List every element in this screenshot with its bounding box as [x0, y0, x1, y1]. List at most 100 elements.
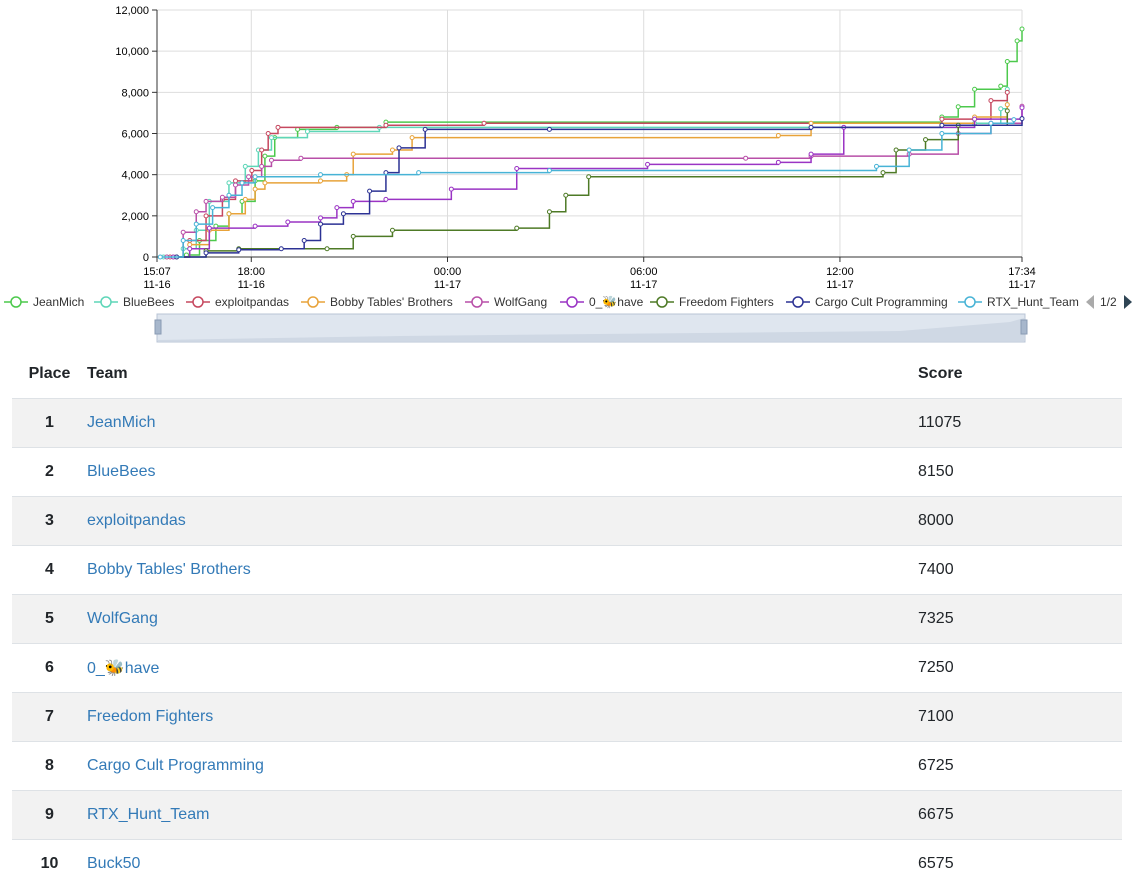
- data-point: [239, 180, 245, 186]
- place-cell: 10: [40, 855, 59, 873]
- x-tick-label-time: 06:00: [630, 266, 658, 278]
- data-point: [285, 219, 291, 225]
- legend-label: JeanMich: [33, 295, 84, 309]
- data-point: [334, 205, 340, 211]
- score-cell: 11075: [918, 414, 962, 431]
- legend-pager[interactable]: 1/2: [1086, 295, 1132, 309]
- data-point: [203, 250, 209, 256]
- legend-label: 0_🐝have: [589, 295, 644, 309]
- zoom-slider-left-handle[interactable]: [154, 319, 162, 335]
- team-cell: BlueBees: [87, 448, 918, 497]
- team-link[interactable]: Freedom Fighters: [87, 708, 214, 725]
- data-point: [396, 145, 402, 151]
- data-point: [350, 151, 356, 157]
- data-point: [1014, 38, 1020, 44]
- x-tick-label-date: 11-16: [143, 279, 170, 291]
- data-point: [389, 227, 395, 233]
- chart-grid: [156, 9, 1023, 258]
- x-tick-label-time: 00:00: [434, 266, 462, 278]
- table-row: 9 RTX_Hunt_Team 6675: [12, 790, 1122, 840]
- y-tick-label: 8,000: [121, 87, 149, 99]
- series-2: [167, 89, 1010, 260]
- data-point: [236, 247, 242, 253]
- table-row: 7 Freedom Fighters 7100: [12, 692, 1122, 742]
- place-cell: 4: [45, 561, 54, 578]
- legend-item[interactable]: JeanMich: [4, 295, 84, 309]
- data-point: [972, 116, 978, 122]
- legend-item[interactable]: Freedom Fighters: [650, 295, 774, 309]
- team-link[interactable]: BlueBees: [87, 463, 156, 480]
- team-cell: Buck50: [87, 840, 918, 889]
- data-point: [939, 116, 945, 122]
- legend-prev-arrow-icon[interactable]: [1086, 295, 1094, 309]
- data-point: [262, 153, 268, 159]
- team-column-header[interactable]: Team: [87, 350, 918, 399]
- data-point: [350, 198, 356, 204]
- data-point: [546, 126, 552, 132]
- team-link[interactable]: exploitpandas: [87, 512, 186, 529]
- place-column-header[interactable]: Place: [12, 350, 87, 399]
- team-link[interactable]: 0_🐝have: [87, 660, 160, 677]
- legend-item[interactable]: Bobby Tables' Brothers: [301, 295, 453, 309]
- team-cell: JeanMich: [87, 399, 918, 448]
- score-column-header[interactable]: Score: [918, 350, 1122, 399]
- team-link[interactable]: Bobby Tables' Brothers: [87, 561, 251, 578]
- team-link[interactable]: WolfGang: [87, 610, 158, 627]
- team-link[interactable]: Buck50: [87, 855, 141, 873]
- score-cell: 7400: [918, 561, 954, 578]
- data-point: [775, 133, 781, 139]
- data-point: [808, 151, 814, 157]
- data-point: [1004, 89, 1010, 95]
- score-cell: 7250: [918, 659, 954, 676]
- data-point: [1004, 102, 1010, 108]
- data-point: [246, 174, 252, 180]
- series-6: [174, 108, 1010, 260]
- data-point: [157, 254, 163, 260]
- place-cell: 8: [45, 757, 54, 774]
- data-point: [350, 233, 356, 239]
- x-tick-label-time: 15:07: [143, 266, 171, 278]
- chart-legend[interactable]: JeanMich BlueBees exploitpandas Bobby Table…: [4, 295, 1079, 309]
- table-row: 8 Cargo Cult Programming 6725: [12, 741, 1122, 791]
- data-point: [389, 147, 395, 153]
- zoom-slider-right-handle[interactable]: [1020, 319, 1028, 335]
- series-3: [170, 102, 1010, 260]
- score-cell: 6675: [918, 806, 954, 823]
- y-tick-label: 4,000: [121, 170, 149, 182]
- data-point: [367, 188, 373, 194]
- team-link[interactable]: Cargo Cult Programming: [87, 757, 264, 774]
- table-row: 2 BlueBees 8150: [12, 447, 1122, 497]
- x-axis: 15:0711-1618:0011-1600:0011-1706:0011-17…: [143, 256, 1036, 291]
- legend-item[interactable]: 0_🐝have: [560, 295, 644, 309]
- legend-item[interactable]: BlueBees: [94, 295, 174, 309]
- data-point: [1019, 105, 1025, 111]
- data-point: [1004, 108, 1010, 114]
- data-point: [873, 163, 879, 169]
- data-point: [448, 186, 454, 192]
- data-point: [422, 126, 428, 132]
- legend-item[interactable]: exploitpandas: [186, 295, 289, 309]
- zoom-slider-preview-area: [158, 318, 1024, 341]
- legend-next-arrow-icon[interactable]: [1124, 295, 1132, 309]
- legend-marker-icon: [10, 296, 22, 308]
- data-point: [906, 147, 912, 153]
- data-point: [808, 124, 814, 130]
- legend-item[interactable]: WolfGang: [465, 295, 547, 309]
- data-point: [226, 211, 232, 217]
- data-point: [998, 106, 1004, 112]
- legend-item[interactable]: Cargo Cult Programming: [786, 295, 948, 309]
- legend-item[interactable]: RTX_Hunt_Team: [958, 295, 1079, 309]
- data-point: [1011, 117, 1017, 123]
- team-link[interactable]: JeanMich: [87, 414, 156, 431]
- data-point: [1004, 58, 1010, 64]
- data-point: [546, 168, 552, 174]
- team-link[interactable]: RTX_Hunt_Team: [87, 806, 210, 823]
- series-line: [176, 110, 1009, 258]
- legend-label: WolfGang: [494, 295, 547, 309]
- zoom-slider[interactable]: [154, 313, 1028, 343]
- data-point: [939, 122, 945, 128]
- series-0: [164, 26, 1025, 260]
- data-point: [232, 182, 238, 188]
- team-cell: WolfGang: [87, 595, 918, 644]
